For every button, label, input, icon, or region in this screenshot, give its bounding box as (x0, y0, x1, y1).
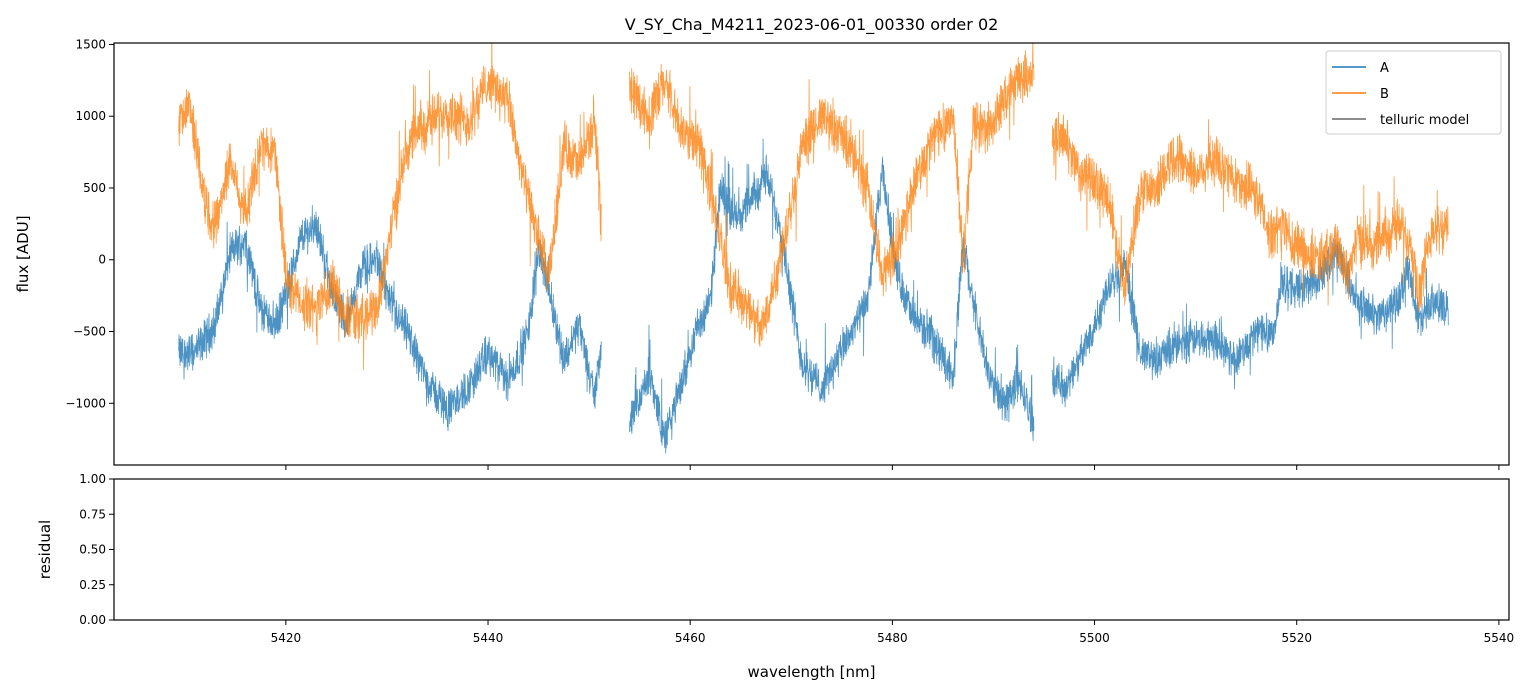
wavelength-xtick-label: 5460 (675, 631, 706, 645)
series-a-segment-1 (629, 138, 1035, 454)
legend-box (1325, 50, 1502, 135)
residual-ytick-label: 0.00 (79, 613, 106, 627)
wavelength-xtick-label: 5520 (1281, 631, 1312, 645)
residual-ytick-label: 0.25 (79, 578, 106, 592)
residual-axis-label: residual (36, 520, 54, 579)
series-a-segment-0 (178, 205, 602, 432)
wavelength-axis-label: wavelength [nm] (748, 663, 876, 681)
series-b (178, 43, 1449, 371)
flux-ytick-label: 500 (83, 181, 106, 195)
legend-label-a: A (1380, 61, 1389, 76)
flux-ytick-label: −500 (73, 325, 106, 339)
series-b-segment-2 (1051, 111, 1449, 313)
wavelength-xtick-label: 5480 (877, 631, 908, 645)
flux-ytick-label: −1000 (65, 396, 106, 410)
wavelength-xtick-label: 5420 (271, 631, 302, 645)
flux-panel-frame (113, 42, 1510, 466)
flux-ytick-label: 1000 (75, 109, 106, 123)
flux-ytick-label: 0 (98, 253, 106, 267)
series-layer (178, 43, 1449, 454)
residual-ytick-label: 0.75 (79, 507, 106, 521)
series-b-segment-1 (629, 43, 1035, 348)
legend-label-telluric-model: telluric model (1380, 113, 1469, 128)
residual-panel: 0.00 0.25 0.50 0.75 1.00 5420 5440 5460 5480 5500… (79, 472, 1514, 645)
wavelength-xtick-label: 5540 (1484, 631, 1515, 645)
residual-ytick-label: 1.00 (79, 472, 106, 486)
wavelength-xtick-label: 5440 (473, 631, 504, 645)
chart-title: V_SY_Cha_M4211_2023-06-01_00330 order 02 (625, 15, 999, 35)
flux-axis-label: flux [ADU] (14, 215, 32, 292)
residual-ytick-label: 0.50 (79, 543, 106, 557)
wavelength-xtick-label: 5500 (1079, 631, 1110, 645)
legend-label-b: B (1380, 87, 1389, 102)
flux-panel: −1000 −500 0 500 1000 1500 (65, 37, 1510, 470)
flux-ytick-label: 1500 (75, 37, 106, 51)
series-b-segment-0 (178, 43, 602, 371)
